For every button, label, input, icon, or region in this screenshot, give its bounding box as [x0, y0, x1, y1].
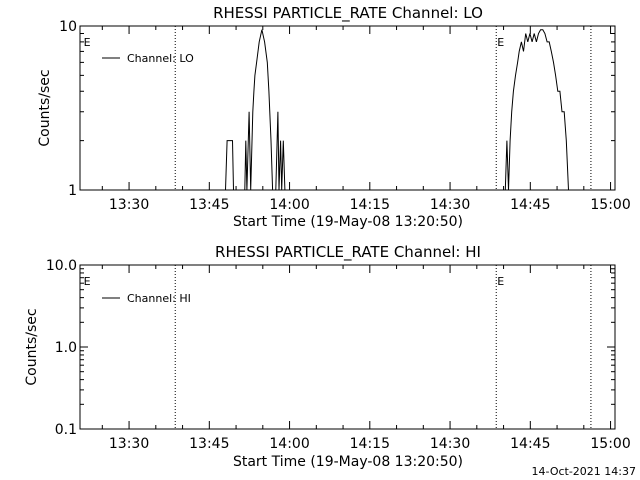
hi-legend: Channel: HI [102, 292, 191, 305]
hi-x-tick-label: 14:45 [510, 436, 550, 452]
lo-series-line [504, 29, 571, 191]
hi-y-tick-label: 1.0 [55, 340, 77, 356]
lo-event-label: E [84, 36, 91, 49]
lo-x-tick-label: 13:30 [109, 197, 149, 213]
hi-x-ticks: 13:30 13:45 14:00 14:15 14:30 14:45 15:00 [101, 265, 631, 452]
lo-y-tick-label: 1 [68, 183, 77, 199]
lo-y-tick-label: 10 [59, 19, 77, 35]
lo-x-ticks: 13:30 13:45 14:00 14:15 14:30 14:45 15:00 [101, 26, 631, 213]
lo-x-tick-label: 13:45 [189, 197, 229, 213]
hi-y-tick-label: 10.0 [46, 258, 77, 274]
hi-event-label: E [497, 275, 504, 288]
lo-series-line [225, 29, 289, 191]
hi-x-axis-label: Start Time (19-May-08 13:20:50) [233, 454, 463, 470]
lo-legend: Channel: LO [102, 52, 194, 65]
hi-y-tick-label: 0.1 [55, 422, 77, 438]
hi-x-tick-label: 14:15 [350, 436, 390, 452]
lo-y-axis-label: Counts/sec [37, 69, 53, 146]
lo-channel-panel: RHESSI PARTICLE_RATE Channel: LO 1 10 13:… [37, 4, 631, 230]
hi-x-tick-label: 14:00 [269, 436, 309, 452]
lo-chart-title: RHESSI PARTICLE_RATE Channel: LO [213, 4, 483, 23]
lo-x-tick-label: 14:00 [269, 197, 309, 213]
hi-x-tick-label: 15:00 [590, 436, 630, 452]
hi-channel-panel: RHESSI PARTICLE_RATE Channel: HI 0.1 1.0 1… [24, 243, 631, 470]
lo-legend-label: Channel: LO [127, 52, 194, 65]
hi-chart-title: RHESSI PARTICLE_RATE Channel: HI [215, 243, 481, 262]
lo-y-ticks: 1 10 [59, 19, 615, 199]
lo-x-tick-label: 14:45 [510, 197, 550, 213]
hi-x-tick-label: 14:30 [430, 436, 470, 452]
lo-plot-frame [79, 25, 616, 191]
lo-x-axis-label: Start Time (19-May-08 13:20:50) [233, 214, 463, 230]
lo-x-tick-label: 14:15 [350, 197, 390, 213]
hi-legend-label: Channel: HI [127, 292, 191, 305]
lo-event-label: E [497, 36, 504, 49]
lo-x-tick-label: 15:00 [590, 197, 630, 213]
lo-x-tick-label: 14:30 [430, 197, 470, 213]
lo-series [225, 29, 571, 191]
hi-x-tick-label: 13:45 [189, 436, 229, 452]
hi-x-tick-label: 13:30 [109, 436, 149, 452]
hi-plot-frame [79, 264, 616, 430]
hi-y-axis-label: Counts/sec [24, 308, 40, 385]
hi-y-ticks: 0.1 1.0 10.0 [46, 258, 615, 438]
footer-timestamp: 14-Oct-2021 14:37 [532, 465, 636, 478]
hi-event-label: E [84, 275, 91, 288]
